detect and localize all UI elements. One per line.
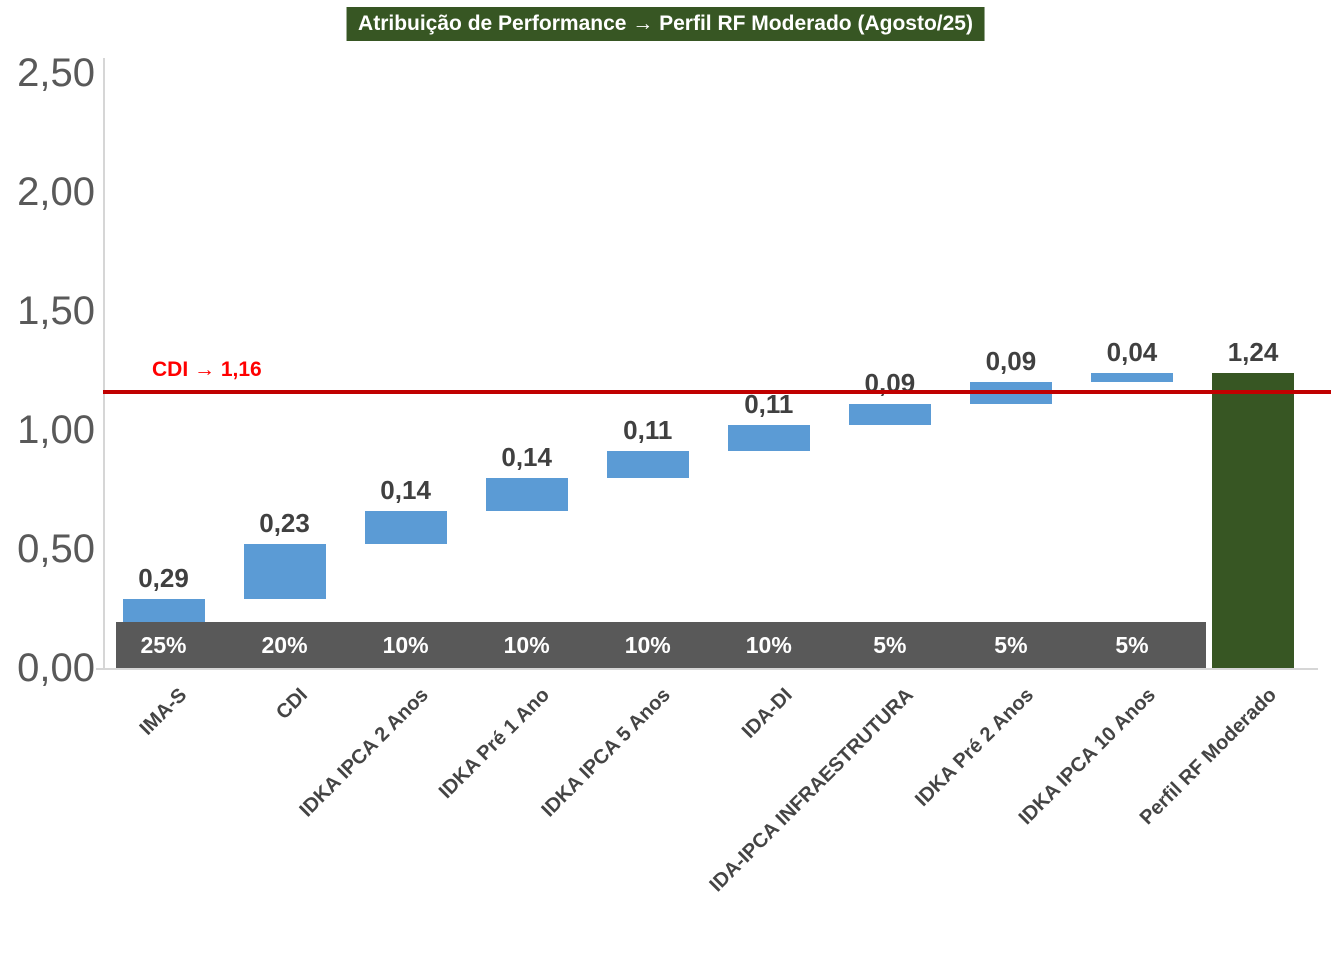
x-axis-category-label: IDKA IPCA 10 Anos [1014,684,1160,830]
weight-label: 10% [382,632,429,658]
bar-value-label: 0,29 [138,562,189,593]
component-bar [848,403,931,426]
cdi-reference-line [103,389,1331,394]
y-tick-label: 1,50 [17,289,95,333]
x-axis-category-label: IDKA IPCA 5 Anos [537,684,676,822]
bar-value-label: 0,09 [985,346,1037,377]
x-axis-category-label: IDKA IPCA 2 Anos [295,684,434,822]
x-axis-category-label: Perfil RF Moderado [1135,684,1281,830]
x-axis-category-label: IMA-S [135,684,192,740]
x-axis-category-label: IDKA Pré 1 Ano [435,684,555,804]
y-tick-label: 1,00 [17,408,95,452]
y-tick-label: 0,50 [17,527,95,571]
component-bar [243,544,326,599]
bar-value-label: 1,24 [1227,336,1279,367]
component-bar [485,477,568,511]
bar-value-label: 0,11 [623,415,673,446]
x-axis-category-label: IDA-DI [737,684,797,743]
component-bar [364,510,447,545]
weight-label: 10% [503,632,550,658]
component-bar [727,425,810,452]
y-tick-label: 2,00 [17,170,95,214]
component-bar [606,451,689,478]
bar-value-label: 0,23 [259,508,310,539]
x-axis-category-label: CDI [272,684,313,724]
bar-value-label: 0,14 [501,441,552,472]
weight-label: 20% [261,632,308,658]
chart-title: Atribuição de Performance → Perfil RF Mo… [346,7,985,41]
component-bar [1090,372,1173,383]
x-axis-category-label: IDA-IPCA INFRAESTRUTURA [705,684,918,897]
bar-value-label: 0,11 [744,389,794,420]
y-tick-label: 0,00 [17,646,95,690]
y-axis-line [103,58,105,668]
weight-label: 5% [1115,632,1149,658]
x-axis-line [96,668,1318,670]
x-axis-category-label: IDKA Pré 2 Anos [911,684,1039,811]
weight-label: 5% [994,632,1028,658]
weight-band [116,622,1206,668]
weight-label: 25% [140,632,187,658]
y-tick-label: 2,50 [17,51,95,95]
bar-value-label: 0,04 [1106,336,1158,367]
bar-value-label: 0,14 [380,474,431,505]
weight-label: 10% [624,632,671,658]
total-bar [1212,372,1295,668]
weight-label: 5% [873,632,907,658]
cdi-reference-label: CDI → 1,16 [152,357,262,381]
weight-label: 10% [745,632,792,658]
